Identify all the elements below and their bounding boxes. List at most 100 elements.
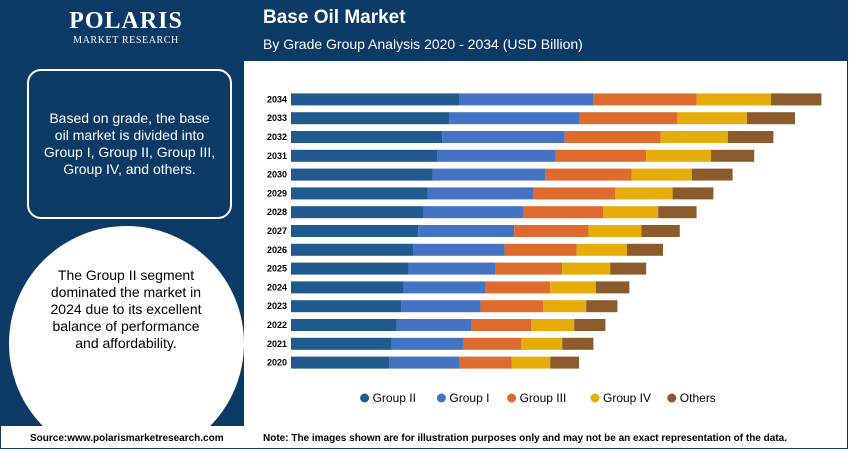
bar-segment-group-iii [471, 319, 531, 331]
bar-segment-group-ii [291, 300, 402, 313]
bar-segment-group-iii [459, 356, 512, 369]
bar-segment-group-iii [480, 300, 543, 313]
bar-segment-group-iv [511, 356, 551, 369]
bar-segment-group-iv [615, 187, 673, 200]
y-tick-label: 2020 [267, 358, 287, 368]
bar-segment-group-iii [504, 243, 577, 256]
bar-segment-group-iv [677, 112, 747, 125]
bar-segment-others [711, 149, 755, 162]
bar-segment-group-iv [696, 93, 771, 106]
y-tick-label: 2032 [267, 132, 287, 142]
y-tick-label: 2025 [267, 264, 287, 274]
bar-segment-group-iii [555, 149, 647, 162]
legend-label: Group IV [603, 391, 651, 405]
bar-segment-others [562, 337, 594, 350]
bar-segment-group-iii [593, 93, 697, 106]
bar-segment-group-ii [291, 356, 390, 369]
y-axis-ticks: 2034 2033 2032 2031 2030 2029 2028 2027 2026 2025… [267, 94, 287, 367]
bar-segment-group-ii [291, 131, 443, 143]
bar-segment-group-iv [660, 131, 728, 143]
highlight-text: The Group II segment dominated the marke… [50, 267, 202, 351]
bar-segment-others [550, 356, 579, 369]
legend-label: Others [680, 391, 716, 405]
bar-segment-others [691, 168, 733, 181]
bar-segment-group-iv [603, 206, 659, 219]
chart-title: Base Oil Market [263, 7, 406, 28]
bar-segment-others [771, 93, 822, 106]
bar-segment-group-i [423, 206, 524, 219]
bar-segment-others [610, 262, 647, 275]
y-tick-label: 2024 [267, 282, 287, 292]
bar-segment-group-iii [463, 337, 522, 350]
bar-segment-group-iv [531, 319, 575, 331]
chart-subtitle: By Grade Group Analysis 2020 - 2034 (USD… [263, 36, 583, 52]
bar-segment-group-i [442, 131, 565, 143]
bars-group [291, 93, 822, 369]
polaris-logo: POLARIS MARKET RESEARCH [61, 7, 191, 47]
bar-segment-group-iv [543, 300, 587, 313]
bar-segment-group-iv [646, 149, 711, 162]
bar-segment-others [672, 187, 714, 200]
legend-marker [436, 393, 446, 403]
bar-segment-group-i [449, 112, 579, 125]
bar-segment-group-iii [523, 206, 603, 219]
segmentation-info-box: Based on grade, the base oil market is d… [27, 69, 232, 219]
legend-label: Group III [520, 391, 567, 405]
bar-segment-group-i [437, 149, 555, 162]
bar-segment-group-i [459, 93, 594, 106]
y-tick-label: 2031 [267, 151, 287, 161]
bar-segment-group-i [432, 168, 546, 181]
y-tick-label: 2028 [267, 207, 287, 217]
bar-segment-group-i [391, 337, 464, 350]
bar-segment-group-iv [550, 281, 596, 294]
logo-wordmark: POLARIS [69, 8, 183, 34]
left-panel-arc [9, 226, 244, 448]
bar-segment-group-i [413, 243, 505, 256]
y-tick-label: 2026 [267, 245, 287, 255]
logo-tagline: MARKET RESEARCH [73, 35, 179, 46]
legend-label: Group I [449, 391, 489, 405]
bar-segment-others [595, 281, 630, 294]
bar-segment-group-ii [291, 168, 433, 181]
y-tick-label: 2030 [267, 170, 287, 180]
y-tick-label: 2033 [267, 113, 287, 123]
y-tick-label: 2034 [267, 94, 287, 104]
y-tick-label: 2023 [267, 301, 287, 311]
bar-segment-group-i [418, 225, 515, 237]
y-tick-label: 2027 [267, 226, 287, 236]
bar-segment-group-i [403, 281, 486, 294]
bar-segment-group-i [389, 356, 459, 369]
bar-segment-group-ii [291, 149, 438, 162]
bar-segment-group-ii [291, 225, 419, 237]
bar-segment-group-ii [291, 206, 423, 219]
bar-segment-group-iii [514, 225, 589, 237]
bar-segment-group-iii [545, 168, 632, 181]
left-panel [1, 1, 244, 448]
bar-segment-others [641, 225, 680, 237]
bar-segment-others [658, 206, 697, 219]
segmentation-text: Based on grade, the base oil market is d… [43, 110, 216, 177]
bar-segment-group-iii [579, 112, 678, 125]
bar-segment-group-ii [291, 187, 428, 200]
chart-legend: Group II Group I Group III Group IV Others [360, 391, 716, 405]
legend-marker [507, 393, 517, 403]
y-tick-label: 2029 [267, 188, 287, 198]
bar-segment-group-ii [291, 281, 404, 294]
legend-marker [667, 393, 677, 403]
bar-segment-group-i [427, 187, 534, 200]
bar-segment-others [627, 243, 663, 256]
bar-segment-others [727, 131, 774, 143]
disclaimer-note: Note: The images shown are for illustrat… [263, 433, 787, 444]
bar-segment-group-iii [495, 262, 563, 275]
legend-marker [360, 393, 370, 403]
bar-segment-group-iii [533, 187, 615, 200]
bar-segment-group-ii [291, 319, 397, 331]
y-tick-label: 2022 [267, 320, 287, 330]
legend-label: Group II [373, 391, 416, 405]
bar-segment-group-i [396, 319, 471, 331]
y-tick-label: 2021 [267, 339, 287, 349]
stacked-bar-chart: 2034 2033 2032 2031 2030 2029 2028 2027 2026 2025… [267, 93, 822, 405]
legend-marker [590, 393, 600, 403]
bar-segment-group-iii [485, 281, 551, 294]
